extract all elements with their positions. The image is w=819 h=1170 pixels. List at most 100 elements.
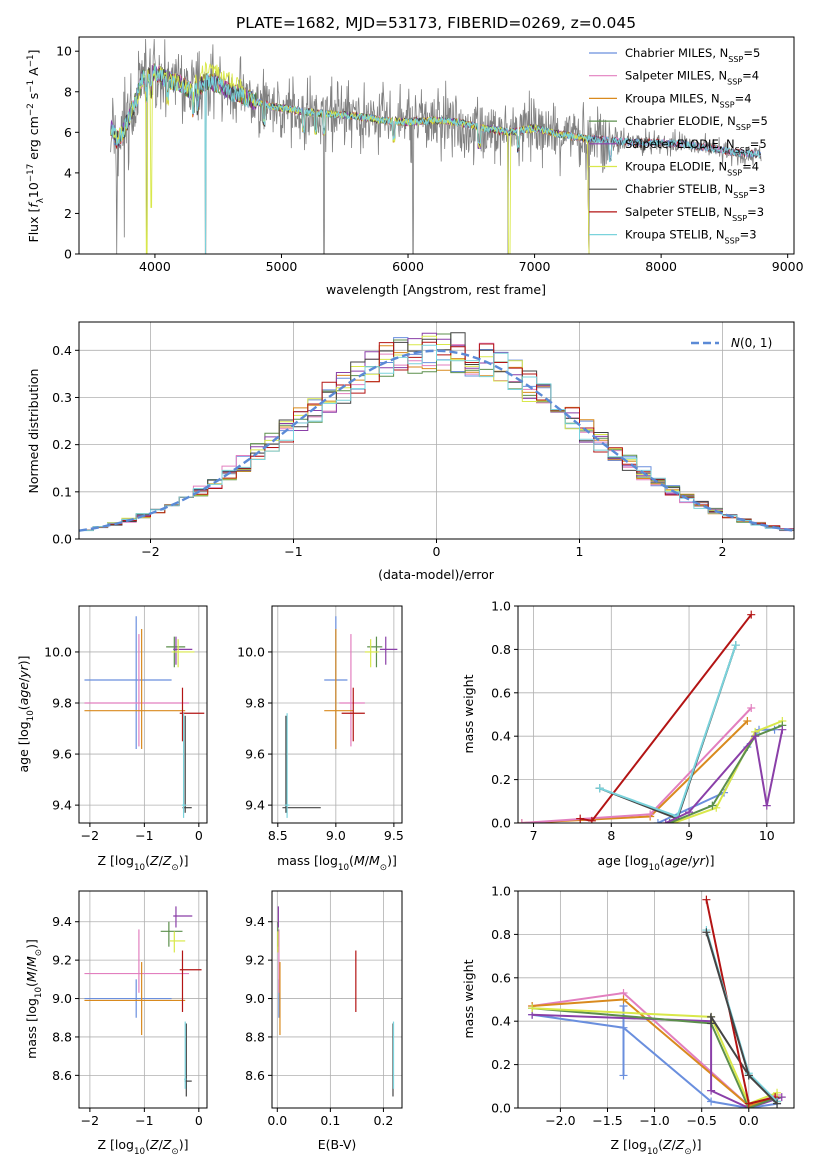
x-tick-label: −1 xyxy=(135,828,153,843)
y-tick-label: 0.3 xyxy=(52,390,72,405)
series-marker xyxy=(661,819,670,823)
age_vs_mass-panel: 8.5 9.0 9.5 9.4 9.6 9.8 10.0 mass [log10(M/M⊙)] xyxy=(237,605,404,873)
y-axis-label: Normed distribution xyxy=(26,369,41,494)
mass_vs_ebv-panel: 0.0 0.1 0.2 8.6 8.8 9.0 9.2 9.4 E(B-V) xyxy=(245,890,403,1152)
spectrum-plot-area xyxy=(110,38,762,254)
series-marker xyxy=(646,810,655,819)
y-tick-label: 9.4 xyxy=(245,798,265,813)
series-marker xyxy=(595,784,604,793)
axes-frame xyxy=(271,605,403,824)
y-tick-label: 8.8 xyxy=(52,1029,72,1044)
x-tick-label: 0.1 xyxy=(320,1113,340,1128)
series-line xyxy=(532,998,778,1107)
y-tick-label: 0 xyxy=(64,247,72,262)
series-marker xyxy=(518,819,526,823)
series-line xyxy=(669,724,783,823)
y-tick-label: 8 xyxy=(64,84,72,99)
y-tick-label: 0.2 xyxy=(491,772,511,787)
legend-label: Salpeter ELODIE, NSSP=5 xyxy=(625,137,767,155)
series-line xyxy=(705,899,776,1105)
legend-label: Chabrier STELIB, NSSP=3 xyxy=(625,182,765,200)
y-tick-label: 6 xyxy=(64,125,72,140)
axes-frame xyxy=(517,890,795,1109)
x-axis-label: (data-model)/error xyxy=(378,567,495,582)
series-marker xyxy=(576,814,585,823)
x-tick-label: −2 xyxy=(81,828,99,843)
x-tick-label: −1.5 xyxy=(592,1113,622,1128)
x-axis-label: E(B-V) xyxy=(318,1137,357,1152)
legend-label: Chabrier ELODIE, NSSP=5 xyxy=(625,114,768,132)
series-marker xyxy=(528,1004,537,1013)
massweight_vs_Z-plot-area xyxy=(528,895,786,1108)
y-axis-label: mass weight xyxy=(461,959,476,1038)
y-tick-label: 10 xyxy=(56,44,72,59)
series-marker xyxy=(707,1097,716,1106)
y-tick-label: 0.0 xyxy=(491,1101,511,1116)
y-tick-label: 10.0 xyxy=(237,644,265,659)
x-tick-label: −2 xyxy=(141,544,159,559)
x-axis-label: Z [log10(Z/Z⊙)] xyxy=(98,1137,189,1157)
x-tick-label: 9.0 xyxy=(326,828,346,843)
series-marker xyxy=(773,1088,782,1097)
x-tick-label: −1 xyxy=(284,544,302,559)
x-tick-label: 0 xyxy=(195,828,203,843)
x-axis-label: mass [log10(M/M⊙)] xyxy=(277,853,397,873)
y-tick-label: 9.2 xyxy=(52,953,72,968)
legend-label: Kroupa STELIB, NSSP=3 xyxy=(625,228,757,246)
x-axis-label: Z [log10(Z/Z⊙)] xyxy=(98,853,189,873)
y-tick-label: 0.0 xyxy=(52,532,72,547)
series-marker xyxy=(731,641,740,650)
x-tick-label: 2 xyxy=(719,544,727,559)
series-marker xyxy=(619,995,628,1004)
x-tick-label: 7 xyxy=(530,828,538,843)
series-marker xyxy=(587,816,596,823)
y-tick-label: 0.2 xyxy=(491,1057,511,1072)
x-tick-label: 6000 xyxy=(392,259,424,274)
legend: Chabrier MILES, NSSP=5 Salpeter MILES, NS… xyxy=(589,46,768,245)
x-tick-label: 1 xyxy=(576,544,584,559)
legend-label: Salpeter MILES, NSSP=4 xyxy=(625,69,759,87)
y-tick-label: 0.4 xyxy=(491,729,511,744)
massweight_vs_Z-panel: −2.0 −1.5 −1.0 −0.5 0.0 0.0 0.2 0.4 0.6 0.8 1.0 mas… xyxy=(461,884,795,1157)
axes-frame xyxy=(271,890,403,1109)
massweight_vs_age-plot-area xyxy=(518,610,787,823)
series-marker xyxy=(762,801,771,810)
series-marker xyxy=(702,928,711,937)
series-line xyxy=(599,644,737,821)
y-tick-label: 4 xyxy=(64,165,72,180)
y-tick-label: 2 xyxy=(64,206,72,221)
x-tick-label: −2.0 xyxy=(545,1113,575,1128)
x-tick-label: 0.0 xyxy=(267,1113,287,1128)
mass_vs_Z-panel: −2 −1 0 8.6 8.8 9.0 9.2 9.4 mass [log10(M/M⊙)] Z … xyxy=(24,890,208,1157)
series-marker xyxy=(653,819,662,823)
y-tick-label: 9.0 xyxy=(52,991,72,1006)
y-tick-label: 8.8 xyxy=(245,1029,265,1044)
series-marker xyxy=(707,1012,716,1021)
series-marker xyxy=(708,801,717,810)
y-tick-label: 0.6 xyxy=(491,970,511,985)
x-tick-label: 7000 xyxy=(519,259,551,274)
series-line xyxy=(673,720,783,823)
series-marker xyxy=(773,1099,782,1108)
age_vs_Z-panel: −2 −1 0 9.4 9.6 9.8 10.0 age [log10(age/yr)] Z [… xyxy=(16,605,208,873)
x-axis-label: age [log10(age/yr)] xyxy=(597,853,714,873)
y-tick-label: 8.6 xyxy=(52,1068,72,1083)
y-tick-label: 9.8 xyxy=(245,696,265,711)
y-tick-label: 9.2 xyxy=(245,953,265,968)
series-marker xyxy=(747,610,756,619)
y-tick-label: 9.4 xyxy=(245,914,265,929)
spectrum-panel: 4000 5000 6000 7000 8000 9000 0 2 4 6 8 10 Flux [fλ1… xyxy=(26,36,804,297)
legend-label: Kroupa ELODIE, NSSP=4 xyxy=(625,160,759,178)
x-tick-label: 0 xyxy=(195,1113,203,1128)
y-tick-label: 10.0 xyxy=(44,644,72,659)
legend-label: N(0, 1) xyxy=(731,336,772,350)
y-tick-label: 9.4 xyxy=(52,798,72,813)
legend-label: Salpeter STELIB, NSSP=3 xyxy=(625,205,764,223)
y-axis-label: mass [log10(M/M⊙)] xyxy=(24,939,44,1059)
y-axis-label: mass weight xyxy=(461,674,476,753)
series-marker xyxy=(707,1086,716,1095)
legend-label: Chabrier MILES, NSSP=5 xyxy=(625,46,760,64)
y-tick-label: 0.6 xyxy=(491,685,511,700)
y-tick-label: 0.4 xyxy=(491,1014,511,1029)
